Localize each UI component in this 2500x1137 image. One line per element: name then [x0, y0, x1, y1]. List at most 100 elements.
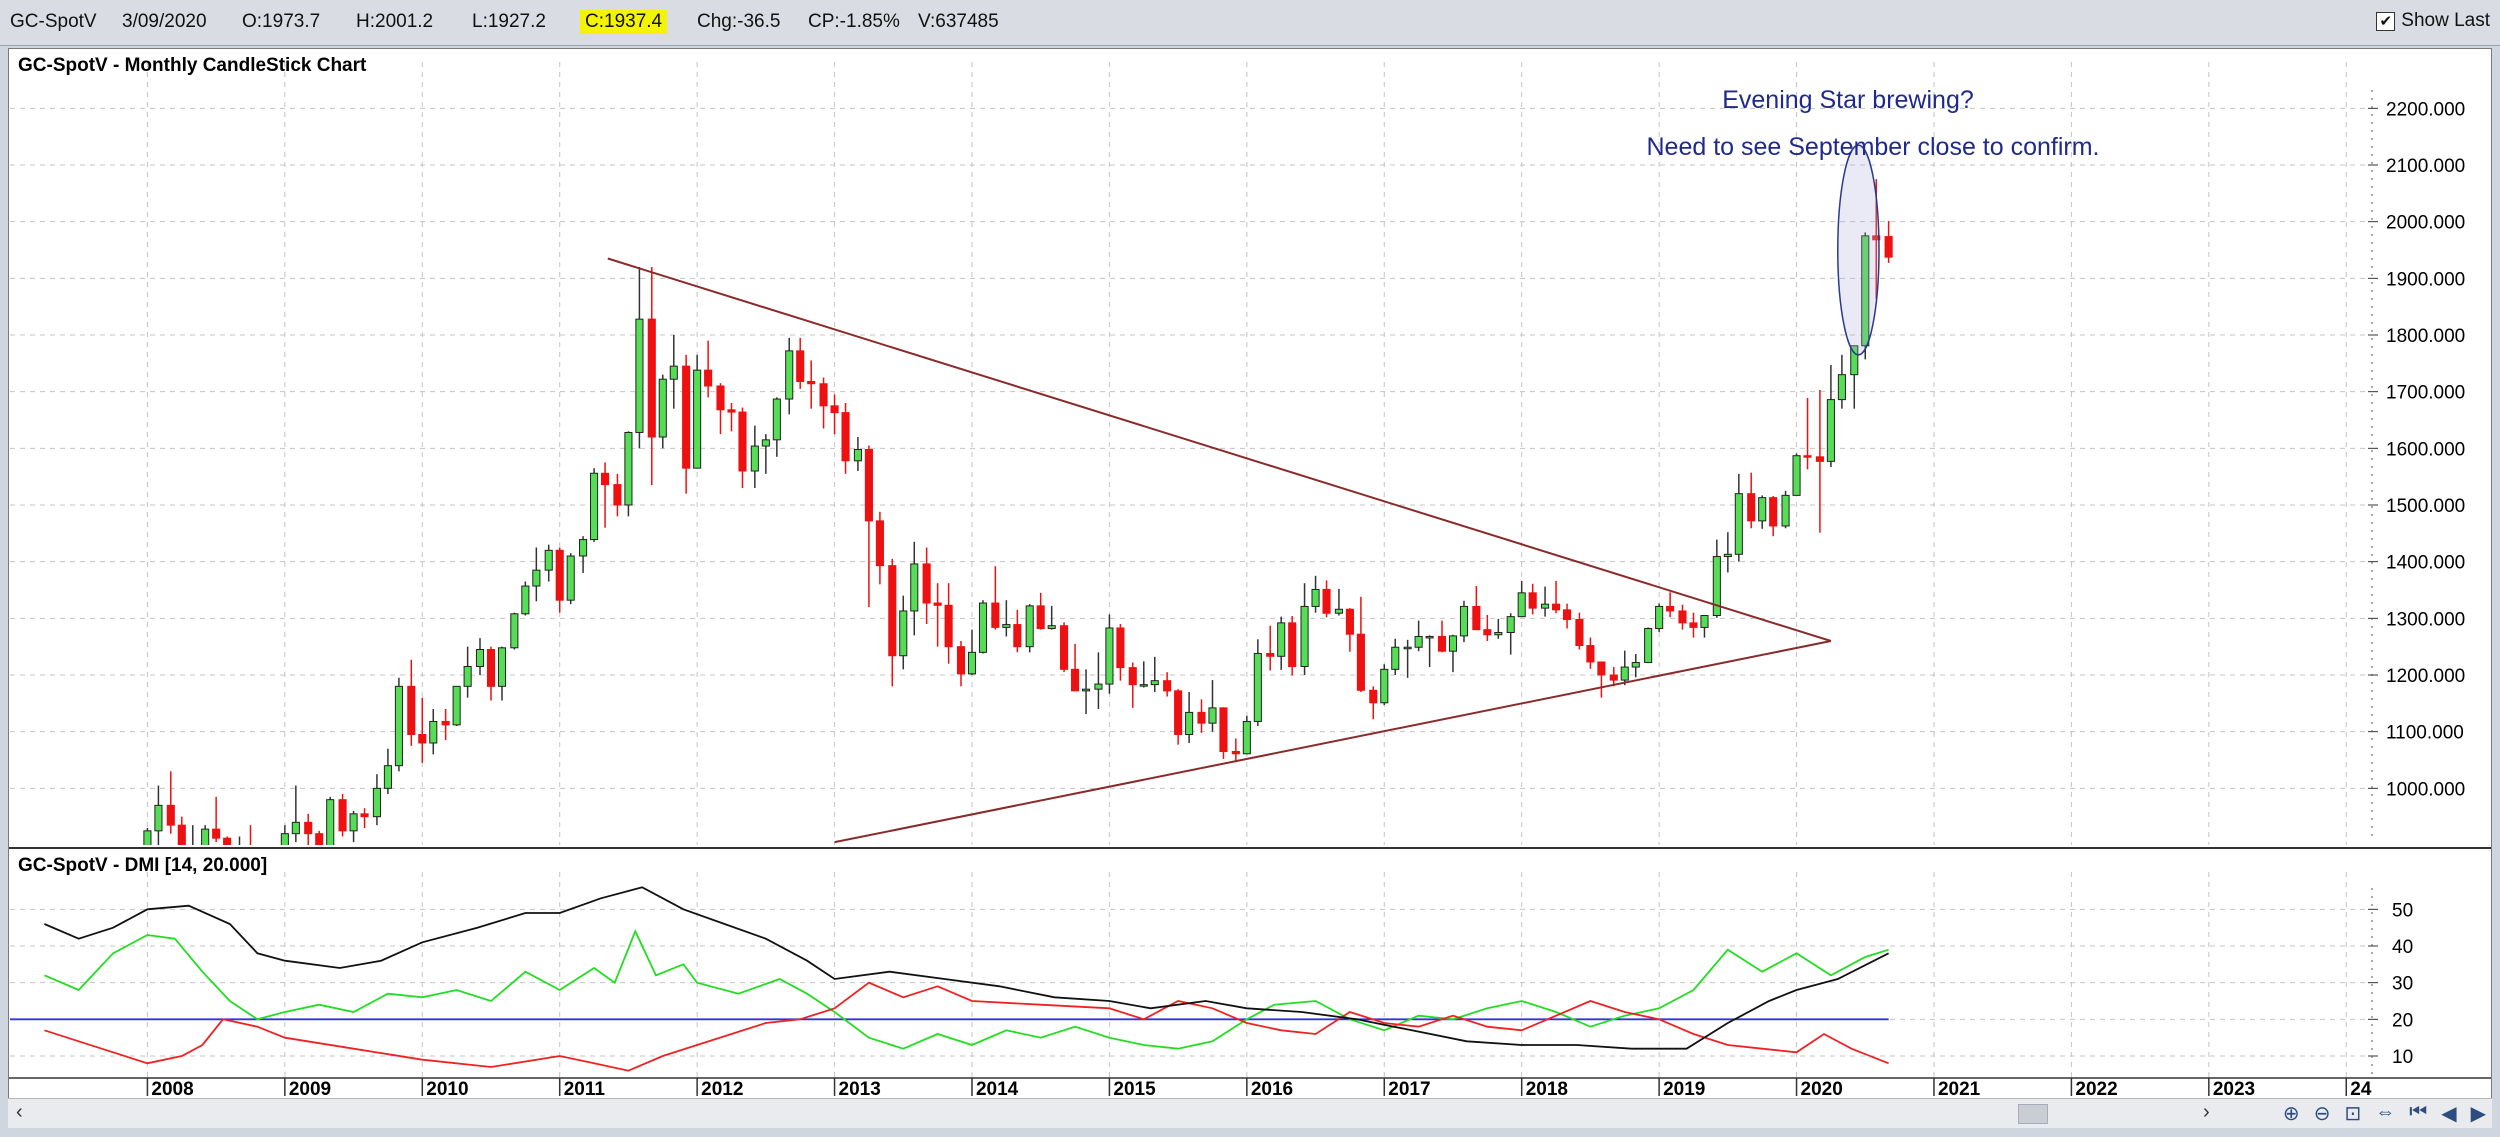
- candle-body: [1747, 493, 1756, 522]
- year-tick-label: 2008: [151, 1079, 193, 1100]
- candle-body: [1208, 707, 1217, 724]
- candle-body: [110, 907, 117, 934]
- candle-body: [201, 828, 210, 845]
- year-tick-label: 2013: [839, 1079, 881, 1100]
- candle-body: [1071, 668, 1080, 692]
- price-axis-label: 1100.000: [2386, 723, 2464, 744]
- candle-body: [1494, 632, 1503, 636]
- zoom-in-icon[interactable]: ⊕: [2282, 1103, 2300, 1125]
- candle-body: [991, 602, 1000, 628]
- candle-body: [1266, 652, 1275, 657]
- candle-body: [143, 830, 152, 845]
- open-label: O:1973.7: [242, 11, 321, 32]
- expand-icon[interactable]: ⇔: [2375, 1101, 2396, 1123]
- year-tick-label: 2018: [1526, 1079, 1568, 1100]
- candle-body: [407, 685, 416, 735]
- candle-body: [888, 565, 897, 657]
- price-axis-label: 1800.000: [2386, 326, 2465, 347]
- horizontal-scrollbar[interactable]: ‹ › ⊕ ⊖ ⊡ ⇔ ⏮ ◀ ▶: [8, 1098, 2492, 1128]
- candle-body: [738, 411, 747, 472]
- candle-body: [304, 821, 313, 835]
- candle-body: [772, 398, 781, 441]
- candle-body: [280, 833, 289, 845]
- year-tick-label: 2016: [1251, 1079, 1293, 1100]
- candle-body: [133, 882, 140, 910]
- candle-body: [1597, 661, 1606, 676]
- candle-body: [1128, 667, 1137, 686]
- candle-body: [1380, 668, 1389, 704]
- candle-body: [1300, 605, 1309, 668]
- candle-body: [429, 720, 438, 744]
- year-tick-label: 24: [2350, 1079, 2372, 1100]
- candle-body: [166, 804, 175, 826]
- price-axis-label: 1500.000: [2386, 496, 2465, 517]
- candle-body: [704, 369, 713, 387]
- candle-body: [1448, 635, 1458, 652]
- change-pct-label: CP:-1.85%: [808, 11, 900, 32]
- candle-body: [1414, 635, 1423, 648]
- candle-body: [510, 613, 519, 649]
- candle-body: [590, 472, 599, 541]
- upper-trendline: [607, 257, 1832, 642]
- price-axis-label: 1900.000: [2386, 269, 2465, 290]
- candle-body: [727, 409, 736, 413]
- candle-body: [1459, 605, 1469, 637]
- candle-body: [978, 602, 988, 653]
- change-label: Chg:-36.5: [697, 11, 781, 32]
- candle-body: [1644, 628, 1653, 664]
- candle-body: [1552, 603, 1561, 611]
- scroll-left-icon[interactable]: ‹: [16, 1101, 23, 1123]
- candle-body: [1517, 592, 1526, 618]
- candle-body: [1094, 683, 1103, 690]
- show-last-toggle[interactable]: ✔ Show Last: [2376, 10, 2490, 32]
- candle-body: [1345, 608, 1354, 635]
- year-tick-label: 2021: [1938, 1079, 1981, 1100]
- navigation-buttons: ⊕ ⊖ ⊡ ⇔ ⏮ ◀ ▶: [2283, 1101, 2486, 1126]
- annotation-text: Need to see September close to confirm.: [1646, 133, 2099, 161]
- candle-body: [750, 445, 759, 472]
- next-icon[interactable]: ▶: [2470, 1103, 2486, 1125]
- prev-icon[interactable]: ◀: [2441, 1103, 2457, 1125]
- candle-body: [223, 837, 232, 845]
- candle-body: [1334, 608, 1343, 614]
- candle-body: [1483, 629, 1492, 636]
- candle-body: [1311, 588, 1320, 607]
- candle-body: [1369, 689, 1378, 704]
- candle-body: [1116, 627, 1125, 669]
- scroll-right-icon[interactable]: ›: [2203, 1101, 2210, 1123]
- candle-body: [486, 649, 496, 687]
- scroll-thumb[interactable]: [2018, 1104, 2048, 1124]
- candle-body: [1013, 624, 1022, 648]
- candle-body: [452, 685, 461, 726]
- candle-body: [497, 647, 507, 687]
- zoom-fit-icon[interactable]: ⊡: [2344, 1103, 2362, 1125]
- candle-body: [944, 604, 953, 648]
- candle-body: [383, 765, 392, 789]
- first-bar-icon[interactable]: ⏮: [2409, 1101, 2428, 1123]
- candle-body: [1356, 633, 1365, 691]
- show-last-checkbox[interactable]: ✔: [2376, 11, 2396, 31]
- candle-body: [1322, 588, 1331, 614]
- candle-body: [291, 821, 300, 835]
- candle-body: [1872, 235, 1881, 241]
- zoom-out-icon[interactable]: ⊖: [2313, 1103, 2331, 1125]
- candle-body: [212, 828, 221, 839]
- candle-body: [1163, 680, 1172, 692]
- candle-body: [1288, 622, 1297, 667]
- volume-label: V:637485: [918, 11, 999, 32]
- candle-body: [1575, 618, 1584, 647]
- candle-body: [1036, 605, 1045, 630]
- candle-body: [1666, 605, 1675, 612]
- candle-body: [693, 369, 702, 469]
- price-axis-label: 2000.000: [2386, 213, 2465, 234]
- high-label: H:2001.2: [356, 11, 434, 32]
- price-axis-label: 1000.000: [2386, 779, 2465, 800]
- dmi-series-line: [44, 886, 1890, 1050]
- candle-body: [349, 813, 358, 832]
- candle-body: [1002, 624, 1011, 628]
- candle-body: [1803, 455, 1812, 458]
- candle-body: [475, 649, 485, 667]
- candle-body: [1712, 556, 1721, 616]
- year-tick-label: 2015: [1113, 1079, 1156, 1100]
